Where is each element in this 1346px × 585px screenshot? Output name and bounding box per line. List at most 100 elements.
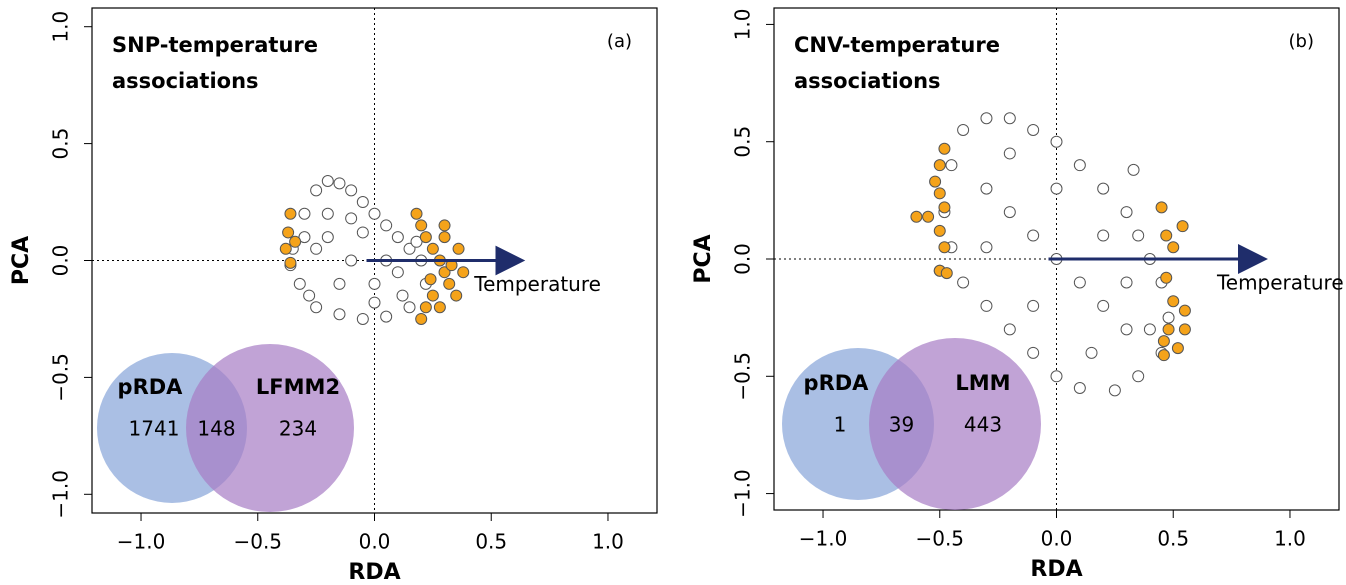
arrow-label: Temperature [1216, 271, 1344, 295]
point [1157, 349, 1170, 362]
point [945, 159, 958, 172]
point [1155, 201, 1168, 214]
point [333, 177, 346, 190]
y-tick-label: −1.0 [49, 470, 73, 519]
point [1050, 182, 1063, 195]
point [1167, 295, 1180, 308]
point [457, 266, 470, 279]
point [419, 301, 432, 314]
point [380, 219, 393, 232]
point [1003, 112, 1016, 125]
x-tick-label: −0.5 [233, 530, 282, 554]
x-tick-label: −0.5 [915, 527, 964, 551]
point [1050, 135, 1063, 148]
panel-label: (b) [1289, 31, 1314, 52]
point [1097, 299, 1110, 312]
x-tick-label: −1.0 [117, 530, 166, 554]
point [298, 231, 311, 244]
point [1160, 229, 1173, 242]
point [1120, 323, 1133, 336]
venn-count: 1741 [129, 417, 180, 441]
y-tick-label: 0.5 [49, 128, 73, 160]
point [1003, 323, 1016, 336]
point [333, 277, 346, 290]
point [1132, 229, 1145, 242]
x-tick-label: 0.0 [359, 530, 391, 554]
point [310, 242, 323, 255]
point [1167, 241, 1180, 254]
point [356, 312, 369, 325]
point [910, 210, 923, 223]
point [415, 312, 428, 325]
point [438, 219, 451, 232]
point [450, 289, 463, 302]
point [345, 254, 358, 267]
point [284, 256, 297, 269]
point [391, 231, 404, 244]
point [368, 277, 381, 290]
point [1027, 123, 1040, 136]
point [1162, 311, 1175, 324]
point [938, 201, 951, 214]
point [1120, 206, 1133, 219]
y-tick-label: 0.5 [731, 126, 755, 158]
point [438, 231, 451, 244]
point [310, 184, 323, 197]
point [980, 182, 993, 195]
point [980, 112, 993, 125]
point [443, 277, 456, 290]
point [1127, 163, 1140, 176]
point [403, 301, 416, 314]
point [940, 267, 953, 280]
x-tick-label: 0.5 [1157, 527, 1189, 551]
point [933, 187, 946, 200]
y-tick-label: 0.0 [49, 245, 73, 277]
venn-count: 234 [279, 417, 317, 441]
point [1097, 182, 1110, 195]
x-tick-label: −1.0 [799, 527, 848, 551]
point [938, 241, 951, 254]
venn-circle [186, 344, 354, 512]
point [410, 207, 423, 220]
point [424, 273, 437, 286]
point [1050, 370, 1063, 383]
point [1027, 229, 1040, 242]
x-tick-label: 1.0 [592, 530, 624, 554]
venn-count: 148 [197, 417, 235, 441]
point [415, 219, 428, 232]
venn-count: 1 [834, 413, 847, 437]
point [1085, 346, 1098, 359]
panel-title: CNV-temperature [794, 33, 1000, 57]
point [1120, 276, 1133, 289]
venn-label: LFMM2 [256, 375, 340, 399]
point [284, 207, 297, 220]
point [929, 175, 942, 188]
panel-label: (a) [607, 31, 632, 52]
point [1162, 323, 1175, 336]
venn-circle [869, 338, 1041, 510]
point [452, 242, 465, 255]
venn-count: 39 [889, 413, 914, 437]
y-axis-label: PCA [691, 234, 716, 283]
point [426, 242, 439, 255]
venn-label: pRDA [118, 375, 184, 399]
point [345, 184, 358, 197]
venn-label: LMM [955, 371, 1010, 395]
point [396, 289, 409, 302]
point [426, 289, 439, 302]
point [1132, 370, 1145, 383]
point [957, 123, 970, 136]
point [391, 266, 404, 279]
point [1073, 159, 1086, 172]
point [938, 142, 951, 155]
y-tick-label: −0.5 [731, 352, 755, 401]
point [303, 289, 316, 302]
y-tick-label: 1.0 [731, 9, 755, 41]
point [282, 226, 295, 239]
panel-title: SNP-temperature [112, 33, 318, 57]
point [1171, 342, 1184, 355]
point [933, 224, 946, 237]
point [438, 266, 451, 279]
panel-title: associations [112, 69, 259, 93]
